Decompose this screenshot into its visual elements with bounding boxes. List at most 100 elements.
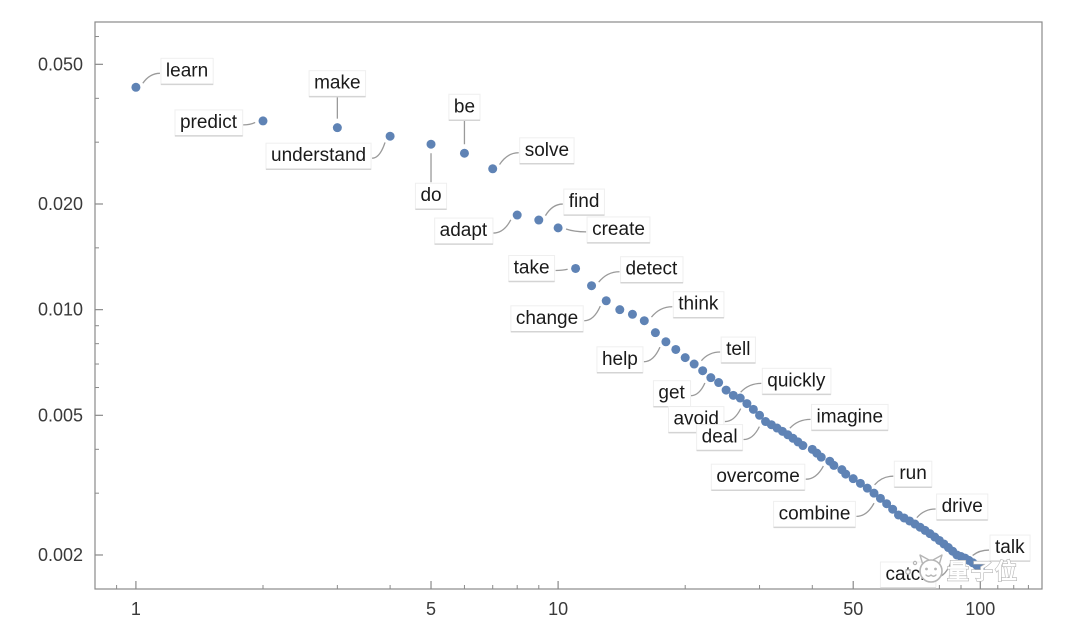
data-point xyxy=(689,359,699,369)
callout-leader xyxy=(565,228,587,233)
y-tick-label: 0.020 xyxy=(38,194,83,214)
callout-label: tell xyxy=(726,339,750,360)
x-tick-label: 5 xyxy=(426,599,436,619)
callout-leader xyxy=(493,219,512,234)
data-point xyxy=(385,131,395,141)
callout-leader xyxy=(498,152,519,165)
data-point xyxy=(661,337,671,347)
callout-leader xyxy=(874,475,894,486)
data-point xyxy=(698,366,708,376)
data-point xyxy=(601,296,611,306)
data-point xyxy=(587,281,597,291)
callout-label: deal xyxy=(702,427,738,448)
data-point xyxy=(680,353,690,363)
data-point xyxy=(571,263,581,273)
callout-label: create xyxy=(592,219,645,240)
callout-label-bg xyxy=(508,255,556,283)
callout-leader xyxy=(142,72,160,84)
data-point xyxy=(862,483,872,493)
data-point xyxy=(426,139,436,149)
callout-leader xyxy=(743,426,760,441)
callout-label-bg xyxy=(308,70,367,98)
callout-label: find xyxy=(569,191,600,212)
callout-leader xyxy=(584,305,601,322)
callout-label: combine xyxy=(779,503,851,524)
data-point xyxy=(841,469,851,479)
data-point xyxy=(875,493,885,503)
cat-eye xyxy=(934,567,937,571)
data-points xyxy=(131,82,985,573)
callout-label: be xyxy=(454,96,475,117)
axis-ticks: 1 5 10 50 100 0.050 0.020 0.010 0.005 0.002 xyxy=(38,36,1029,619)
x-tick-label: 10 xyxy=(548,599,568,619)
callout-label-bg xyxy=(893,460,933,488)
callout-label-bg xyxy=(620,256,684,284)
cat-eye xyxy=(925,567,928,571)
callout-label: learn xyxy=(166,60,208,81)
data-point xyxy=(459,148,469,158)
callout-label: imagine xyxy=(816,406,883,427)
callout-label: think xyxy=(678,294,719,315)
callout-leader xyxy=(972,549,990,557)
callout-leader xyxy=(805,465,824,480)
callout-label-bg xyxy=(672,291,725,319)
callout-label: detect xyxy=(626,259,678,280)
callout-label-bg xyxy=(989,534,1031,562)
callout-label-bg xyxy=(414,182,448,210)
callout-label: understand xyxy=(271,145,366,166)
x-tick-label: 100 xyxy=(965,599,995,619)
sparkle-dot xyxy=(912,560,918,566)
callout-leader xyxy=(690,382,706,397)
data-point xyxy=(829,460,839,470)
callout-label: change xyxy=(516,308,578,329)
callout-leader xyxy=(243,121,256,126)
sparkle-dot xyxy=(905,569,911,575)
data-point xyxy=(639,316,649,326)
callout-label: do xyxy=(420,185,441,206)
data-point xyxy=(534,215,544,225)
callout-label: adapt xyxy=(440,220,488,241)
data-point xyxy=(735,393,745,403)
callout-leaders xyxy=(142,72,990,578)
watermark-text: 量子位 xyxy=(947,559,1019,584)
data-point xyxy=(714,378,724,388)
callout-leader xyxy=(555,268,568,272)
data-point xyxy=(627,309,637,319)
data-point xyxy=(650,328,660,338)
data-point xyxy=(855,478,865,488)
data-point xyxy=(488,164,498,174)
x-tick-label: 1 xyxy=(131,599,141,619)
callout-label-bg xyxy=(174,109,244,137)
data-point xyxy=(512,210,522,220)
callout-label-bg xyxy=(720,336,756,364)
data-point xyxy=(553,223,563,233)
data-point xyxy=(332,123,342,133)
callout-leader xyxy=(789,418,811,429)
callout-leader xyxy=(650,306,673,318)
y-tick-label: 0.005 xyxy=(38,405,83,425)
callout-label: take xyxy=(514,258,550,279)
callout-leader xyxy=(856,502,875,517)
callout-label: predict xyxy=(180,112,238,133)
data-point xyxy=(742,399,752,409)
data-point xyxy=(869,488,879,498)
callout-labels: learn predict make understand do be solve adapt… xyxy=(160,57,1031,589)
callout-label: run xyxy=(899,463,926,484)
data-point xyxy=(615,305,625,315)
callout-label: help xyxy=(602,349,638,370)
callout-label-bg xyxy=(160,57,214,85)
data-point xyxy=(671,344,681,354)
data-point xyxy=(975,563,985,573)
callout-leader xyxy=(372,142,386,159)
plot-frame xyxy=(94,21,1043,590)
callout-label-bg xyxy=(434,217,494,245)
callout-label: talk xyxy=(995,537,1025,558)
callout-label-bg xyxy=(265,142,372,170)
callout-leader xyxy=(740,382,762,393)
data-point xyxy=(748,404,758,414)
callout-leader xyxy=(916,508,936,519)
callout-leader xyxy=(700,351,721,362)
data-point xyxy=(728,390,738,400)
